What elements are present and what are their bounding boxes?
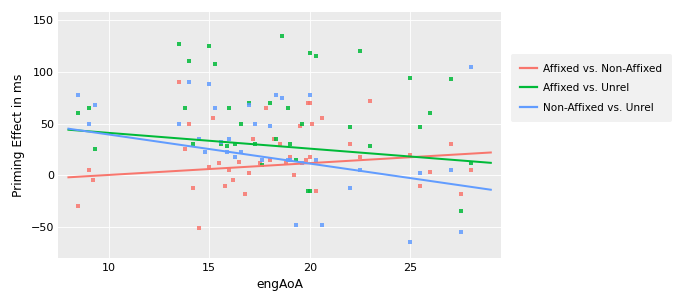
X-axis label: engAoA: engAoA (256, 278, 303, 291)
Legend: Affixed vs. Non-Affixed, Affixed vs. Unrel, Non-Affixed vs. Unrel: Affixed vs. Non-Affixed, Affixed vs. Unr… (510, 54, 671, 122)
Y-axis label: Priming Effect in ms: Priming Effect in ms (12, 73, 25, 197)
